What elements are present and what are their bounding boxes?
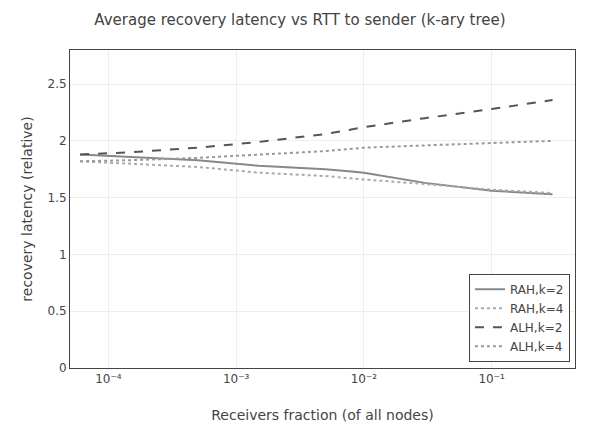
svg-text:RAH,k=2: RAH,k=2: [510, 283, 564, 297]
svg-text:0: 0: [59, 361, 67, 375]
svg-text:10⁻¹: 10⁻¹: [478, 372, 505, 386]
svg-text:ALH,k=4: ALH,k=4: [510, 340, 562, 354]
svg-text:10⁻²: 10⁻²: [351, 372, 378, 386]
svg-text:0.5: 0.5: [48, 304, 67, 318]
svg-text:10⁻³: 10⁻³: [223, 372, 250, 386]
svg-text:ALH,k=2: ALH,k=2: [510, 321, 562, 335]
svg-text:10⁻⁴: 10⁻⁴: [95, 372, 122, 386]
svg-text:2.5: 2.5: [48, 77, 67, 91]
svg-text:Average recovery latency vs RT: Average recovery latency vs RTT to sende…: [94, 11, 505, 29]
svg-text:1: 1: [59, 248, 67, 262]
svg-text:Receivers fraction (of all nod: Receivers fraction (of all nodes): [211, 407, 433, 423]
svg-text:RAH,k=4: RAH,k=4: [510, 302, 564, 316]
svg-text:2: 2: [59, 134, 67, 148]
svg-text:1.5: 1.5: [48, 191, 67, 205]
svg-text:recovery latency (relative): recovery latency (relative): [19, 116, 35, 301]
